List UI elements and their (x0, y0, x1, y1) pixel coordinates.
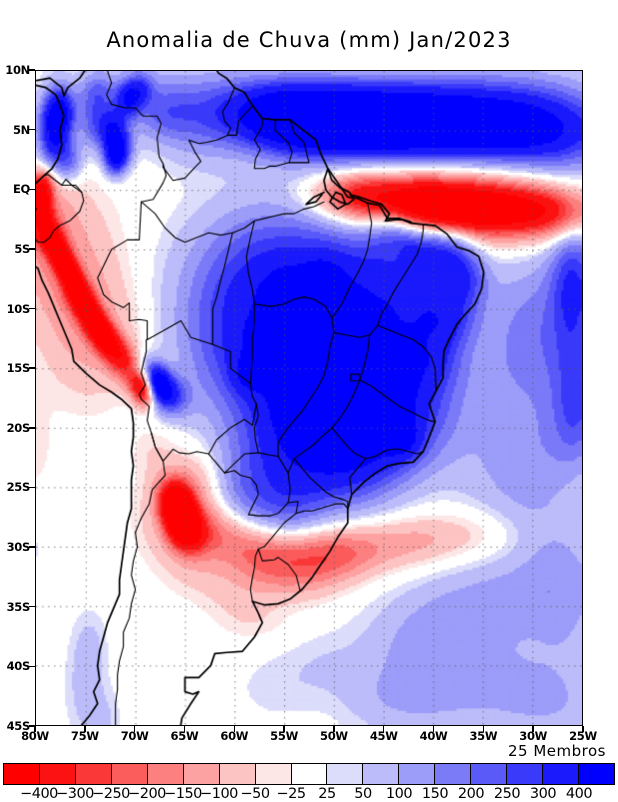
x-axis-tick-mark (183, 726, 186, 732)
x-axis-tick-label: 40W (419, 729, 448, 743)
y-axis-tick-mark (29, 665, 35, 668)
y-axis-tick-mark (29, 307, 35, 310)
y-axis-tick-mark (29, 725, 35, 727)
page-title: Anomalia de Chuva (mm) Jan/2023 (106, 28, 512, 52)
x-axis-tick-label: 60W (220, 729, 249, 743)
y-axis-tick-mark (29, 605, 35, 608)
colorbar-tick-label: 150 (421, 786, 449, 802)
y-axis-tick-mark (29, 128, 35, 131)
x-axis-tick-label: 50W (320, 729, 348, 743)
y-axis-tick-label: 25S (6, 480, 31, 495)
colorbar-swatch (183, 764, 220, 784)
x-axis-tick-label: 65W (170, 729, 199, 743)
colorbar-tick-label: 400 (565, 786, 593, 802)
colorbar-tick-label: 100 (385, 786, 413, 802)
colorbar-swatch (4, 764, 40, 784)
y-axis-tick-label: 15S (6, 361, 31, 376)
colorbar-swatch (291, 764, 328, 784)
colorbar-tick-label: −150 (164, 786, 202, 802)
colorbar-tick-label: −200 (128, 786, 166, 802)
ensemble-members-label: 25 Membros (508, 742, 606, 760)
x-axis-tick-label: 80W (21, 729, 49, 743)
colorbar-tick-label: 200 (457, 786, 485, 802)
colorbar-swatch (327, 764, 364, 784)
colorbar-swatch (75, 764, 112, 784)
y-axis-tick-label: 10N (5, 63, 30, 77)
y-axis-tick-label: 35S (6, 599, 31, 614)
x-axis-tick-mark (333, 726, 335, 732)
y-axis-tick-label: 5S (14, 241, 30, 256)
colorbar-tick-label: −50 (240, 786, 270, 802)
x-axis-tick-label: 55W (270, 729, 298, 743)
y-axis-tick-label: 45S (6, 719, 31, 733)
x-axis-tick-mark (283, 726, 285, 732)
latitude-axis: 10N 5N EQ 5S 10S 15S 20S 25S 30S 35S 40S 45S (0, 0, 35, 800)
y-axis-tick-mark (29, 427, 35, 429)
colorbar-tick-label: −300 (56, 786, 94, 802)
y-axis-tick-mark (29, 188, 35, 191)
y-axis-tick-mark (29, 546, 35, 548)
x-axis-tick-mark (582, 726, 584, 732)
x-axis-tick-mark (233, 726, 236, 732)
x-axis-tick-mark (432, 726, 435, 732)
colorbar-swatch (111, 764, 148, 784)
colorbar-swatch (255, 764, 292, 784)
colorbar-tick-label: 300 (529, 786, 557, 802)
colorbar-tick-label: 250 (493, 786, 521, 802)
y-axis-tick-label: 5N (12, 122, 30, 137)
y-axis-tick-label: 30S (6, 540, 31, 555)
x-axis-tick-label: 25W (569, 729, 597, 743)
x-axis-tick-mark (34, 726, 36, 732)
x-axis-tick-mark (482, 726, 485, 732)
y-axis-tick-mark (29, 486, 35, 489)
y-axis-tick-label: 20S (6, 420, 31, 435)
colorbar-swatch (147, 764, 184, 784)
y-axis-tick-mark (29, 69, 35, 71)
colorbar-tick-label: −250 (92, 786, 130, 802)
y-axis-tick-label: 10S (6, 301, 31, 316)
colorbar-swatch (219, 764, 256, 784)
colorbar-swatch (39, 764, 76, 784)
colorbar-tick-label: −100 (200, 786, 238, 802)
colorbar-swatch (435, 764, 472, 784)
y-axis-tick-label: 40S (6, 659, 31, 674)
y-axis-tick-mark (29, 367, 35, 369)
x-axis-tick-label: 70W (120, 729, 149, 743)
colorbar-swatch (579, 764, 614, 784)
colorbar-tick-labels: −400 −300 −250 −200 −150 −100 −50 −25 25 50 100 150… (3, 786, 615, 802)
colorbar-tick-label: 50 (354, 786, 372, 802)
x-axis-tick-mark (84, 726, 86, 732)
x-axis-tick-mark (133, 726, 136, 732)
y-axis-tick-label: EQ (12, 182, 30, 197)
x-axis-tick-label: 45W (369, 729, 398, 743)
x-axis-tick-mark (382, 726, 385, 732)
colorbar-swatch (507, 764, 544, 784)
colorbar-tick-label: −400 (20, 786, 58, 802)
colorbar (3, 763, 615, 785)
colorbar-tick-label: 25 (318, 786, 336, 802)
x-axis-tick-label: 30W (519, 729, 548, 743)
colorbar-swatch (543, 764, 579, 784)
x-axis-tick-label: 75W (70, 729, 99, 743)
map-plot-area (35, 70, 583, 726)
anomaly-contour-canvas (36, 71, 582, 725)
colorbar-tick-label: −25 (276, 786, 306, 802)
y-axis-tick-mark (29, 248, 35, 250)
colorbar-swatch (399, 764, 436, 784)
x-axis-tick-label: 35W (469, 729, 498, 743)
colorbar-swatch (471, 764, 508, 784)
x-axis-tick-mark (532, 726, 534, 732)
colorbar-swatch (363, 764, 400, 784)
